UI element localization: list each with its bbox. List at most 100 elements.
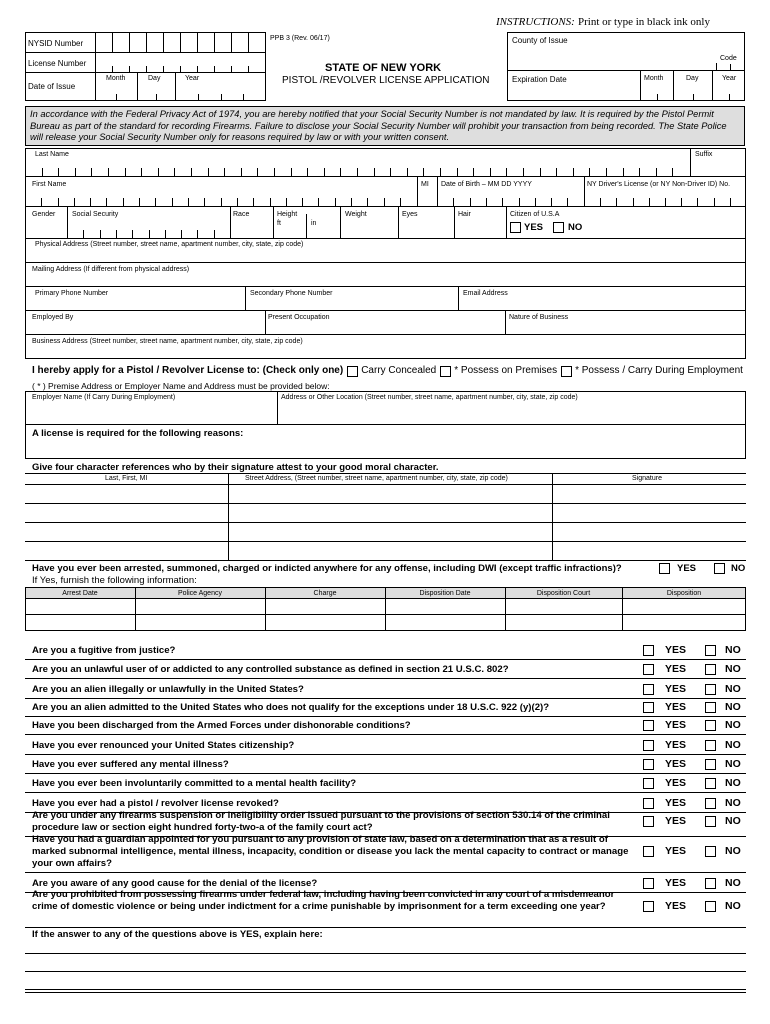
occupation: Present Occupation	[268, 314, 330, 321]
yes: YES	[665, 900, 687, 912]
checkbox[interactable]	[705, 901, 716, 912]
rule	[584, 176, 585, 206]
yes: YES	[665, 663, 687, 675]
mailing-address: Mailing Address (If different from physi…	[32, 266, 190, 273]
suffix: Suffix	[695, 151, 713, 158]
heading: Give four character references who by th…	[32, 462, 439, 473]
rule	[672, 168, 673, 176]
rule	[265, 310, 266, 334]
year: Year	[722, 75, 737, 82]
checkbox[interactable]	[705, 645, 716, 656]
rule	[123, 198, 124, 206]
checkbox[interactable]	[705, 816, 716, 827]
rule	[340, 206, 341, 238]
rule	[523, 168, 524, 176]
privacy-notice: In accordance with the Federal Privacy A…	[25, 106, 745, 146]
checkbox[interactable]	[705, 740, 716, 751]
checkbox[interactable]	[714, 563, 725, 574]
checkbox[interactable]	[705, 702, 716, 713]
rule	[385, 587, 386, 631]
year: Year	[185, 75, 200, 82]
rule	[519, 198, 520, 206]
checkbox[interactable]	[643, 740, 654, 751]
checkbox[interactable]	[643, 645, 654, 656]
rule	[25, 698, 746, 699]
rule	[137, 72, 138, 100]
citizen: Citizen of U.S.A	[510, 211, 560, 218]
first-name: First Name	[32, 181, 67, 188]
gender: Gender	[32, 211, 56, 218]
rule	[83, 230, 84, 238]
rule	[25, 892, 746, 893]
rule	[589, 168, 590, 176]
checkbox[interactable]	[643, 702, 654, 713]
checkbox[interactable]	[705, 778, 716, 789]
rule	[673, 70, 674, 100]
rule	[274, 168, 275, 176]
text: Print or type in black ink only	[578, 16, 710, 28]
checkbox[interactable]	[643, 664, 654, 675]
rule	[437, 176, 438, 206]
checkbox[interactable]	[659, 563, 670, 574]
rule	[25, 424, 746, 425]
checkbox[interactable]	[643, 846, 654, 857]
rule	[25, 678, 746, 679]
yes: YES	[665, 777, 687, 789]
rule	[208, 168, 209, 176]
rule	[132, 230, 133, 238]
checkbox[interactable]	[643, 759, 654, 770]
checkbox[interactable]	[705, 720, 716, 731]
checkbox[interactable]	[440, 365, 452, 377]
rule	[204, 198, 205, 206]
checkbox[interactable]	[643, 778, 654, 789]
checkbox[interactable]	[643, 878, 654, 889]
rule	[693, 94, 694, 100]
checkbox[interactable]	[510, 222, 521, 233]
rule	[423, 168, 424, 176]
checkbox[interactable]	[643, 798, 654, 809]
columns: Disposition Court	[536, 590, 591, 597]
rule	[165, 230, 166, 238]
rule	[25, 484, 746, 485]
question: Have you ever been arrested, summoned, c…	[32, 563, 622, 574]
rule	[112, 32, 113, 52]
rule	[230, 206, 231, 238]
checkbox[interactable]	[643, 901, 654, 912]
checkbox[interactable]	[643, 684, 654, 695]
rule	[228, 473, 229, 560]
rule	[158, 168, 159, 176]
rule	[180, 32, 181, 52]
yes: YES	[665, 877, 687, 889]
checkbox[interactable]	[561, 365, 573, 377]
rule	[25, 792, 746, 793]
checkbox[interactable]	[347, 365, 359, 377]
checkbox[interactable]	[705, 684, 716, 695]
rule	[135, 587, 136, 631]
form-id: PPB 3 (Rev. 06/17)	[270, 35, 330, 42]
questions: Are you an unlawful user of or addicted …	[32, 664, 509, 675]
rule	[237, 198, 238, 206]
rule	[25, 953, 746, 954]
rule	[224, 168, 225, 176]
rule	[291, 168, 292, 176]
no: NO	[731, 563, 746, 574]
note: ( * ) Premise Address or Employer Name a…	[32, 381, 330, 391]
checkbox[interactable]	[705, 846, 716, 857]
rule	[172, 198, 173, 206]
rule	[146, 32, 147, 52]
rule	[551, 198, 552, 206]
checkbox[interactable]	[705, 759, 716, 770]
rule	[277, 391, 278, 424]
checkbox[interactable]	[705, 798, 716, 809]
yes: YES	[665, 845, 687, 857]
checkbox[interactable]	[705, 878, 716, 889]
rule	[318, 198, 319, 206]
license-number: License Number	[28, 59, 87, 68]
questions: Are you a fugitive from justice?	[32, 645, 176, 656]
checkbox[interactable]	[705, 664, 716, 675]
rule	[657, 94, 658, 100]
rule	[125, 168, 126, 176]
checkbox[interactable]	[643, 720, 654, 731]
checkbox[interactable]	[553, 222, 564, 233]
checkbox[interactable]	[643, 816, 654, 827]
